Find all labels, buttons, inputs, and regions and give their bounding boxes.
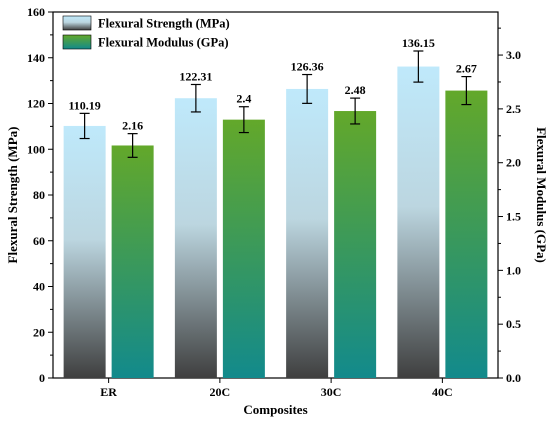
left-axis: 0 20 40 60 80 100 120 140 160 xyxy=(27,5,53,385)
legend-label-strength: Flexural Strength (MPa) xyxy=(98,17,230,31)
left-tick-label: 0 xyxy=(39,371,45,385)
legend-swatch-strength xyxy=(62,15,92,31)
x-tick-label: 20C xyxy=(210,385,231,399)
right-axis: 0.0 0.5 1.0 1.5 2.0 2.5 3.0 xyxy=(498,27,521,385)
left-tick-label: 20 xyxy=(33,325,45,339)
bars-layer xyxy=(63,66,488,379)
legend: Flexural Strength (MPa) Flexural Modulus… xyxy=(62,15,230,50)
bar-strength xyxy=(397,66,440,378)
left-axis-title: Flexural Strength (MPa) xyxy=(5,127,20,264)
right-tick-label: 3.0 xyxy=(506,48,521,62)
bar-modulus xyxy=(222,119,265,378)
bar-modulus xyxy=(111,145,154,378)
error-bars-layer xyxy=(79,50,472,158)
data-label-modulus: 2.16 xyxy=(122,119,143,133)
right-tick-label: 2.5 xyxy=(506,102,521,116)
left-tick-label: 120 xyxy=(27,97,45,111)
data-label-strength: 136.15 xyxy=(402,36,435,50)
x-axis: ER 20C 30C 40C xyxy=(100,378,453,399)
x-axis-title: Composites xyxy=(243,402,307,417)
right-tick-label: 0.5 xyxy=(506,317,521,331)
x-tick-label: ER xyxy=(100,385,117,399)
right-tick-label: 1.0 xyxy=(506,263,521,277)
bar-modulus xyxy=(445,90,488,379)
right-axis-title: Flexural Modulus (GPa) xyxy=(534,127,549,263)
right-tick-label: 1.5 xyxy=(506,210,521,224)
bar-strength xyxy=(286,88,329,378)
data-labels-layer: 110.19 2.16 122.31 2.4 126.36 2.48 136.15 2.67 xyxy=(68,36,476,133)
data-label-modulus: 2.67 xyxy=(456,62,477,76)
data-label-modulus: 2.4 xyxy=(236,92,251,106)
right-tick-label: 2.0 xyxy=(506,156,521,170)
left-tick-label: 100 xyxy=(27,142,45,156)
data-label-strength: 122.31 xyxy=(179,69,212,83)
legend-swatch-modulus xyxy=(62,34,92,50)
bar-modulus xyxy=(334,111,377,379)
left-tick-label: 40 xyxy=(33,280,45,294)
data-label-strength: 126.36 xyxy=(291,60,324,74)
x-tick-label: 40C xyxy=(432,385,453,399)
data-label-strength: 110.19 xyxy=(68,98,100,112)
left-tick-label: 140 xyxy=(27,51,45,65)
data-label-modulus: 2.48 xyxy=(345,83,366,97)
left-tick-label: 80 xyxy=(33,188,45,202)
bar-strength xyxy=(174,98,217,378)
legend-label-modulus: Flexural Modulus (GPa) xyxy=(98,36,229,50)
bar-strength xyxy=(63,125,106,379)
right-tick-label: 0.0 xyxy=(506,371,521,385)
left-tick-label: 160 xyxy=(27,5,45,19)
left-tick-label: 60 xyxy=(33,234,45,248)
x-tick-label: 30C xyxy=(321,385,342,399)
